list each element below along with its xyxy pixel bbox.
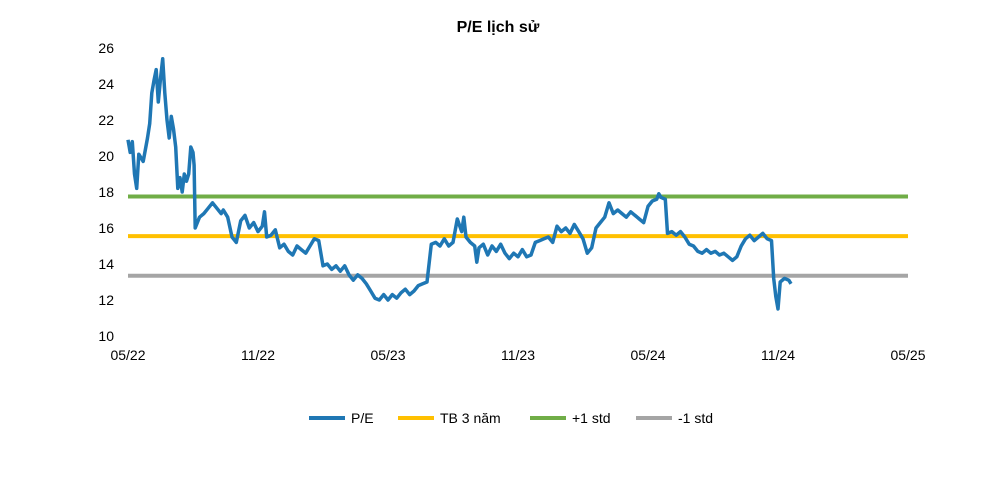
x-tick-label: 11/24 bbox=[761, 347, 795, 363]
y-tick-label: 16 bbox=[98, 220, 114, 236]
y-tick-label: 22 bbox=[98, 112, 114, 128]
chart-title: P/E lịch sử bbox=[457, 19, 540, 36]
y-tick-label: 14 bbox=[98, 256, 114, 272]
y-tick-label: 20 bbox=[98, 148, 114, 164]
x-tick-label: 11/22 bbox=[241, 347, 275, 363]
y-tick-label: 18 bbox=[98, 184, 114, 200]
y-tick-label: 10 bbox=[98, 328, 114, 344]
y-tick-label: 12 bbox=[98, 292, 114, 308]
x-tick-label: 05/25 bbox=[890, 347, 925, 363]
legend-label: +1 std bbox=[572, 410, 611, 426]
x-tick-label: 05/22 bbox=[110, 347, 145, 363]
y-tick-label: 26 bbox=[98, 40, 114, 56]
x-tick-label: 05/24 bbox=[630, 347, 665, 363]
legend-label: TB 3 năm bbox=[440, 410, 501, 426]
pe-series-line bbox=[126, 57, 793, 311]
legend-label: -1 std bbox=[678, 410, 713, 426]
legend-label: P/E bbox=[351, 410, 374, 426]
x-tick-label: 11/23 bbox=[501, 347, 535, 363]
y-tick-label: 24 bbox=[98, 76, 114, 92]
x-tick-label: 05/23 bbox=[370, 347, 405, 363]
